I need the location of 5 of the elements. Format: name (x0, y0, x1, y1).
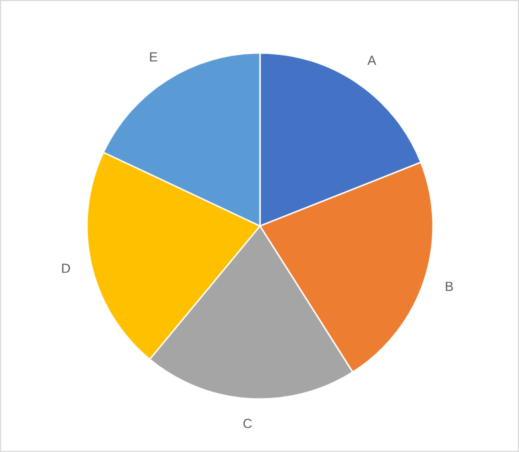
slice-label: C (243, 418, 252, 428)
slice-label: A (367, 56, 376, 65)
slice-label: D (62, 264, 70, 273)
slice-label: E (150, 52, 158, 62)
slice-label: B (446, 282, 453, 291)
